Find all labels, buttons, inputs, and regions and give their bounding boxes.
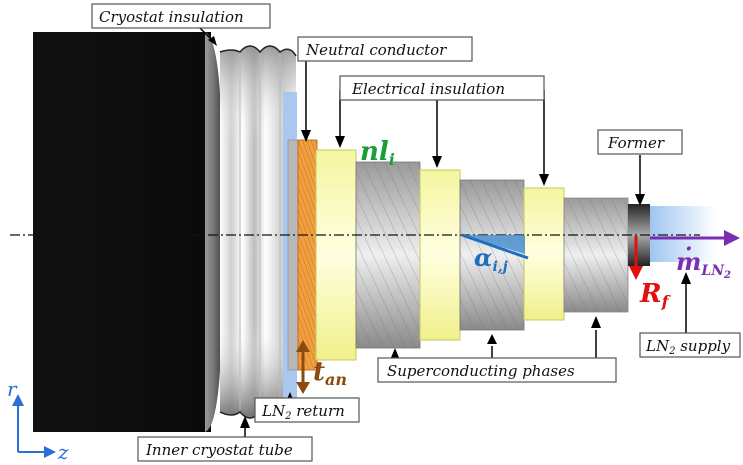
symbol-nl: nli: [360, 137, 395, 169]
rf-arrow: [629, 236, 643, 280]
label-inner-cryostat-tube: Inner cryostat tube: [137, 436, 313, 462]
former: [628, 204, 650, 266]
electrical-insulation-2: [419, 169, 461, 341]
svg-text:Neutral conductor: Neutral conductor: [305, 41, 447, 59]
svg-text:LN2 supply: LN2 supply: [645, 337, 731, 357]
svg-text:Former: Former: [607, 134, 665, 152]
svg-text:Electrical insulation: Electrical insulation: [351, 80, 505, 98]
svg-text:z: z: [57, 440, 69, 464]
mass-flow-arrow: [650, 230, 740, 246]
svg-text:Superconducting phases: Superconducting phases: [387, 362, 575, 380]
electrical-insulation-1: [315, 149, 357, 361]
rz-axes: r z: [7, 377, 69, 464]
label-superconducting-phases: Superconducting phases: [377, 357, 617, 383]
symbol-tan: tan: [313, 357, 347, 389]
svg-text:LN2 return: LN2 return: [261, 402, 345, 422]
symbol-rf: Rf: [639, 279, 672, 311]
svg-text:Inner cryostat tube: Inner cryostat tube: [145, 441, 293, 459]
neutral-conductor: [297, 139, 318, 371]
label-electrical-insulation: Electrical insulation: [339, 75, 545, 101]
alpha-angle-marker: [461, 233, 529, 260]
electrical-insulation-3: [523, 187, 565, 321]
label-cryostat-insulation: Cryostat insulation: [91, 3, 271, 29]
leader-lines: [199, 27, 691, 440]
label-former: Former: [597, 129, 683, 155]
symbol-alpha: αi,j: [474, 243, 508, 275]
cryostat-body: [33, 32, 222, 432]
label-ln2-supply: LN2 supply: [639, 332, 741, 358]
svg-text:Cryostat insulation: Cryostat insulation: [99, 8, 244, 26]
ln2-supply-region: [650, 206, 716, 262]
symbol-m-dot: ·: [685, 236, 693, 262]
symbol-m-ln2: mLN2: [676, 247, 731, 281]
label-neutral-conductor: Neutral conductor: [297, 36, 473, 62]
label-ln2-return: LN2 return: [254, 397, 360, 423]
tan-double-arrow: [296, 340, 310, 394]
svg-text:r: r: [7, 377, 18, 401]
